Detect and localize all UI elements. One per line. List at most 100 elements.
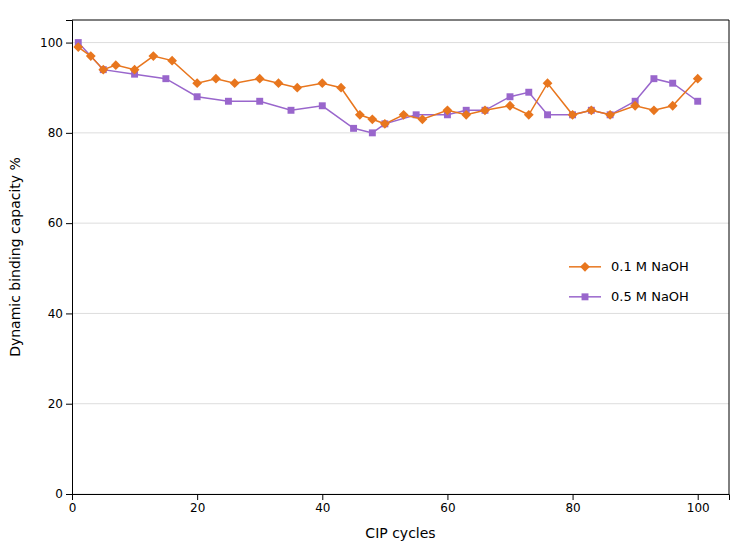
tick-label: 20 <box>190 501 205 515</box>
tick-label: 80 <box>565 501 580 515</box>
plot: 0 20 40 60 80 100 0 20 40 60 80 100 0.1 M NaOH 0.5 M … <box>40 20 729 515</box>
grid-line <box>72 313 729 314</box>
marker <box>480 105 490 115</box>
frame-line <box>72 20 729 21</box>
marker <box>507 93 514 100</box>
marker <box>148 51 158 61</box>
marker <box>443 105 453 115</box>
legend-label: 0.1 M NaOH <box>611 259 689 274</box>
tick-mark <box>66 43 72 44</box>
frame-line <box>729 20 730 494</box>
tick-label: 100 <box>687 501 710 515</box>
tick: 20 <box>190 494 205 515</box>
legend-label: 0.5 M NaOH <box>611 289 689 304</box>
marker <box>505 101 515 111</box>
tick-mark <box>698 494 699 500</box>
tick: 20 <box>48 397 72 411</box>
marker <box>649 105 659 115</box>
grid-line <box>72 132 729 133</box>
marker <box>86 51 96 61</box>
marker <box>568 110 578 120</box>
marker <box>319 102 326 109</box>
marker <box>693 74 703 84</box>
marker <box>380 119 390 129</box>
marker <box>461 110 471 120</box>
tick: 40 <box>48 307 72 321</box>
marker <box>225 98 232 105</box>
marker <box>194 93 201 100</box>
tick-mark <box>322 494 323 500</box>
legend-item: 0.1 M NaOH <box>569 259 689 274</box>
tick-label: 40 <box>48 307 63 321</box>
tick-mark <box>66 313 72 314</box>
marker <box>255 74 265 84</box>
marker <box>650 75 657 82</box>
tick: 60 <box>440 494 455 515</box>
tick-label: 60 <box>440 501 455 515</box>
tick-label: 20 <box>48 397 63 411</box>
marker <box>630 101 640 111</box>
legend-item: 0.5 M NaOH <box>569 289 689 304</box>
marker <box>350 125 357 132</box>
tick: 0 <box>55 487 72 501</box>
tick-mark <box>66 133 72 134</box>
tick-mark <box>66 494 72 495</box>
y-axis-title: Dynamic binding capacity % <box>7 157 23 357</box>
tick: 80 <box>48 126 72 140</box>
tick: 100 <box>687 494 710 515</box>
tick: 60 <box>48 216 72 230</box>
series-line <box>78 47 697 124</box>
marker <box>111 60 121 70</box>
marker <box>162 75 169 82</box>
marker <box>167 56 177 66</box>
marker <box>525 89 532 96</box>
marker <box>73 42 83 52</box>
tick-label: 0 <box>69 501 77 515</box>
marker <box>369 129 376 136</box>
marker <box>317 78 327 88</box>
marker <box>544 111 551 118</box>
legend-marker <box>580 262 590 272</box>
marker <box>605 110 615 120</box>
tick: 100 <box>40 36 72 50</box>
marker <box>669 80 676 87</box>
legend-marker <box>582 293 589 300</box>
tick-mark <box>66 404 72 405</box>
marker <box>256 98 263 105</box>
marker <box>230 78 240 88</box>
marker <box>336 83 346 93</box>
tick-label: 60 <box>48 216 63 230</box>
marker <box>524 110 534 120</box>
marker <box>274 78 284 88</box>
marker <box>211 74 221 84</box>
marker <box>668 101 678 111</box>
series-line <box>78 43 697 133</box>
marker <box>192 78 202 88</box>
tick: 40 <box>315 494 330 515</box>
marker <box>586 105 596 115</box>
tick-label: 0 <box>55 487 63 501</box>
grid-line <box>72 42 729 43</box>
axis-line <box>73 495 730 501</box>
legend: 0.1 M NaOH 0.5 M NaOH <box>569 259 689 304</box>
marker <box>98 65 108 75</box>
series <box>75 39 701 136</box>
grid-line <box>72 223 729 224</box>
tick-label: 40 <box>315 501 330 515</box>
tick-mark <box>573 494 574 500</box>
x-axis: 0 20 40 60 80 100 <box>69 494 730 515</box>
marker <box>543 78 553 88</box>
grid <box>72 43 729 494</box>
x-axis-title: CIP cycles <box>365 525 435 541</box>
tick-mark <box>447 494 448 500</box>
series <box>73 42 702 129</box>
tick-mark <box>197 494 198 500</box>
tick-label: 100 <box>40 36 63 50</box>
tick-mark <box>66 223 72 224</box>
marker <box>418 114 428 124</box>
axis-line <box>66 21 73 495</box>
marks <box>73 39 702 136</box>
marker <box>399 110 409 120</box>
marker <box>694 98 701 105</box>
marker <box>130 65 140 75</box>
